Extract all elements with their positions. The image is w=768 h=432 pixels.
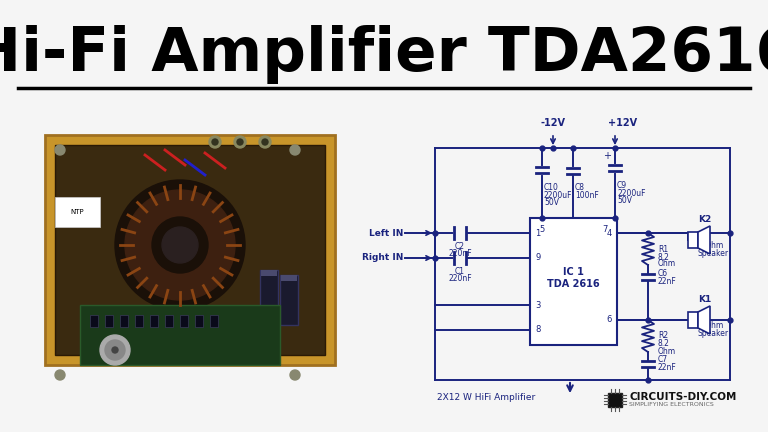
Text: 2200uF: 2200uF: [544, 191, 572, 200]
Bar: [180, 315, 188, 327]
Text: Speaker: Speaker: [698, 328, 729, 337]
Bar: [165, 315, 173, 327]
Bar: [530, 218, 617, 345]
Text: 7: 7: [602, 225, 607, 234]
Text: CIRCUITS-DIY.COM: CIRCUITS-DIY.COM: [629, 392, 737, 402]
Bar: [688, 232, 698, 248]
Bar: [120, 315, 128, 327]
Text: 50V: 50V: [617, 196, 632, 205]
Text: 9: 9: [535, 254, 540, 263]
Bar: [195, 315, 203, 327]
Circle shape: [237, 139, 243, 145]
Text: Right IN: Right IN: [362, 254, 403, 263]
Text: 220nF: 220nF: [449, 274, 472, 283]
Text: 3: 3: [535, 301, 541, 309]
Bar: [608, 393, 622, 407]
Circle shape: [162, 227, 198, 263]
Text: 8.2: 8.2: [658, 340, 670, 349]
Circle shape: [212, 139, 218, 145]
Text: C8: C8: [575, 183, 585, 192]
Text: TDA 2616: TDA 2616: [547, 279, 600, 289]
Text: 4: 4: [607, 229, 612, 238]
Text: 2X12 W HiFi Amplifier: 2X12 W HiFi Amplifier: [437, 394, 535, 403]
Text: R1: R1: [658, 245, 668, 254]
Text: 220nF: 220nF: [449, 249, 472, 258]
Circle shape: [55, 145, 65, 155]
Bar: [281, 275, 297, 281]
Circle shape: [262, 139, 268, 145]
Text: Hi-Fi Amplifier TDA2616: Hi-Fi Amplifier TDA2616: [0, 25, 768, 85]
Circle shape: [209, 136, 221, 148]
Text: C7: C7: [658, 356, 668, 365]
Text: IC 1: IC 1: [563, 267, 584, 277]
Bar: [260, 270, 278, 325]
Text: 22nF: 22nF: [658, 363, 677, 372]
Text: Ohm: Ohm: [658, 346, 676, 356]
Text: 1: 1: [535, 229, 540, 238]
Bar: [55, 145, 325, 355]
Circle shape: [259, 136, 271, 148]
Text: 8.2: 8.2: [658, 252, 670, 261]
Text: C6: C6: [658, 269, 668, 277]
Text: C1: C1: [455, 267, 465, 276]
Text: Speaker: Speaker: [698, 248, 729, 257]
Text: 8 Ohm: 8 Ohm: [698, 321, 723, 330]
Bar: [55, 197, 100, 227]
Text: 8 Ohm: 8 Ohm: [698, 241, 723, 250]
Text: 100nF: 100nF: [575, 191, 599, 200]
Bar: [280, 275, 298, 325]
Text: 6: 6: [607, 315, 612, 324]
Bar: [90, 315, 98, 327]
Circle shape: [290, 370, 300, 380]
Text: 8: 8: [535, 325, 541, 334]
Circle shape: [152, 217, 208, 273]
Bar: [45, 135, 335, 365]
Text: 5: 5: [539, 225, 545, 234]
Text: C10: C10: [544, 183, 559, 192]
Bar: [150, 315, 158, 327]
Circle shape: [115, 180, 245, 310]
Bar: [210, 315, 218, 327]
Text: NTP: NTP: [70, 209, 84, 215]
Circle shape: [55, 370, 65, 380]
Circle shape: [105, 340, 125, 360]
Bar: [135, 315, 143, 327]
Circle shape: [234, 136, 246, 148]
Text: -12V: -12V: [541, 118, 565, 128]
Text: 2200uF: 2200uF: [617, 189, 645, 198]
Text: +12V: +12V: [608, 118, 637, 128]
Circle shape: [290, 145, 300, 155]
Text: Ohm: Ohm: [658, 260, 676, 269]
Text: +: +: [603, 151, 611, 161]
Bar: [80, 305, 280, 365]
Text: R2: R2: [658, 331, 668, 340]
Polygon shape: [698, 226, 710, 254]
Bar: [688, 312, 698, 328]
Circle shape: [100, 335, 130, 365]
Text: C2: C2: [455, 242, 465, 251]
Text: K2: K2: [698, 216, 711, 225]
Text: C9: C9: [617, 181, 627, 190]
Text: SIMPLIFYING ELECTRONICS: SIMPLIFYING ELECTRONICS: [629, 401, 713, 407]
Text: 50V: 50V: [544, 198, 559, 207]
Text: 22nF: 22nF: [658, 276, 677, 286]
Circle shape: [125, 190, 235, 300]
Circle shape: [112, 347, 118, 353]
Bar: [105, 315, 113, 327]
Polygon shape: [698, 306, 710, 334]
Text: K1: K1: [698, 295, 711, 305]
Text: Left IN: Left IN: [369, 229, 403, 238]
Bar: [261, 270, 277, 276]
